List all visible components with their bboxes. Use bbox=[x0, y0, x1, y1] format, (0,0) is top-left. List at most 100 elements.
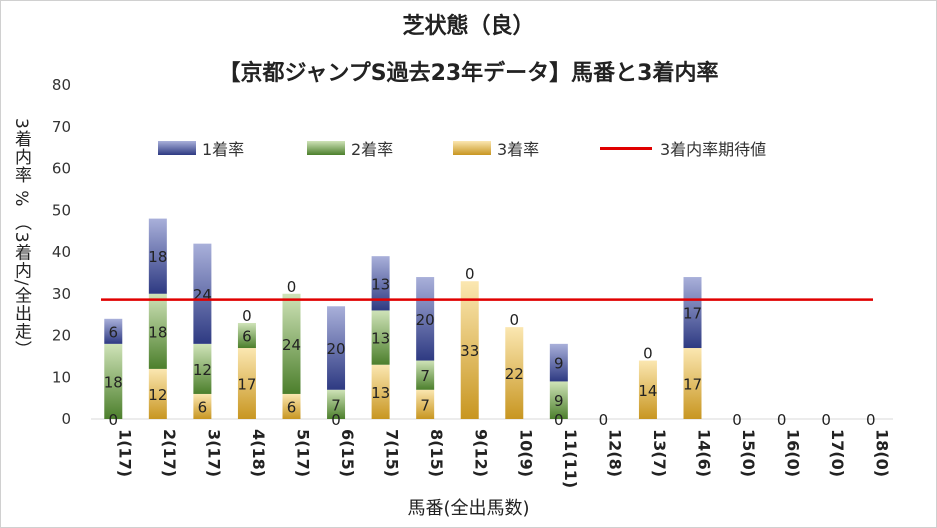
data-label-place3: 22 bbox=[505, 365, 524, 383]
y-tick-label: 40 bbox=[52, 243, 71, 261]
bar-place2 bbox=[193, 343, 212, 394]
y-tick-label: 80 bbox=[52, 76, 71, 94]
legend-item-expected: 3着内率期待値 bbox=[600, 137, 766, 159]
data-label-win: 24 bbox=[193, 286, 212, 304]
bar-place2 bbox=[148, 293, 167, 369]
legend-label-place2: 2着率 bbox=[351, 140, 394, 159]
bar-win bbox=[683, 277, 702, 349]
legend-swatch-place2 bbox=[307, 141, 345, 155]
bar-place3 bbox=[505, 327, 524, 419]
x-tick-label: 2(17) bbox=[160, 429, 179, 477]
x-tick-label: 18(0) bbox=[873, 429, 892, 477]
data-label-place2: 18 bbox=[104, 373, 123, 391]
bar-place3 bbox=[237, 348, 256, 419]
data-label-place2: 24 bbox=[282, 336, 301, 354]
x-axis-title: 馬番(全出馬数) bbox=[407, 498, 530, 519]
data-label-place3: 0 bbox=[331, 411, 341, 429]
legend-swatch-place3 bbox=[453, 141, 491, 155]
data-label-place3: 7 bbox=[420, 396, 430, 414]
bar-place3 bbox=[371, 364, 390, 419]
bar-place2 bbox=[416, 360, 435, 390]
data-label-win: 17 bbox=[683, 305, 702, 323]
data-label-place2: 7 bbox=[420, 367, 430, 385]
data-label-place3: 0 bbox=[821, 411, 831, 429]
data-label-place2: 6 bbox=[242, 328, 252, 346]
y-tick-label: 60 bbox=[52, 160, 71, 178]
bar-place2 bbox=[104, 343, 123, 419]
data-label-place3: 17 bbox=[237, 376, 256, 394]
bar-win bbox=[416, 277, 435, 361]
x-tick-label: 8(15) bbox=[427, 429, 446, 477]
legend-line-expected bbox=[600, 146, 652, 150]
data-label-place3: 0 bbox=[866, 411, 876, 429]
data-label-win: 18 bbox=[148, 248, 167, 266]
data-label-place3: 0 bbox=[777, 411, 787, 429]
bar-place2 bbox=[371, 310, 390, 365]
y-axis-title: 3着内率 % （3着内/全出走） bbox=[11, 118, 31, 359]
x-tick-label: 7(15) bbox=[383, 429, 402, 477]
bar-win bbox=[104, 318, 123, 344]
bar-win bbox=[549, 343, 568, 382]
x-tick-label: 16(0) bbox=[784, 429, 803, 477]
x-tick-label: 12(8) bbox=[605, 429, 624, 477]
data-label-place3: 14 bbox=[638, 382, 657, 400]
x-tick-label: 4(18) bbox=[249, 429, 268, 477]
bar-place2 bbox=[549, 381, 568, 419]
bar-place3 bbox=[148, 368, 167, 419]
data-label-place3: 0 bbox=[732, 411, 742, 429]
x-tick-label: 17(0) bbox=[828, 429, 847, 477]
data-label-win: 0 bbox=[242, 307, 252, 325]
data-label-place3: 13 bbox=[371, 384, 390, 402]
data-label-place3: 17 bbox=[683, 376, 702, 394]
bar-win bbox=[193, 243, 212, 344]
data-label-place2: 12 bbox=[193, 361, 212, 379]
y-tick-label: 50 bbox=[52, 201, 71, 219]
data-label-win: 6 bbox=[109, 323, 119, 341]
legend-swatch-win bbox=[158, 141, 196, 155]
data-label-win: 0 bbox=[510, 311, 520, 329]
data-label-place2: 18 bbox=[148, 323, 167, 341]
bar-place3 bbox=[460, 281, 479, 419]
x-tick-label: 10(9) bbox=[516, 429, 535, 477]
legend-item-place2: 2着率 bbox=[307, 137, 393, 159]
y-tick-label: 70 bbox=[52, 118, 71, 136]
data-label-place3: 33 bbox=[460, 342, 479, 360]
x-tick-label: 5(17) bbox=[294, 429, 313, 477]
y-tick-label: 20 bbox=[52, 327, 71, 345]
data-label-place3: 12 bbox=[148, 386, 167, 404]
data-label-win: 13 bbox=[371, 275, 390, 293]
data-label-win: 0 bbox=[465, 265, 475, 283]
bar-place3 bbox=[193, 393, 212, 419]
data-label-win: 0 bbox=[643, 345, 653, 363]
data-label-win: 20 bbox=[327, 340, 346, 358]
data-label-win: 20 bbox=[416, 311, 435, 329]
bar-win bbox=[327, 306, 346, 390]
legend-label-win: 1着率 bbox=[202, 140, 245, 159]
legend-item-place3: 3着率 bbox=[453, 137, 539, 159]
data-label-place2: 13 bbox=[371, 330, 390, 348]
data-label-win: 9 bbox=[554, 355, 564, 373]
data-label-place3: 0 bbox=[599, 411, 609, 429]
data-label-place3: 0 bbox=[554, 411, 564, 429]
bar-place3 bbox=[683, 348, 702, 419]
legend-item-win: 1着率 bbox=[158, 137, 244, 159]
bar-place3 bbox=[638, 360, 657, 419]
x-tick-label: 11(11) bbox=[561, 429, 580, 488]
y-tick-label: 30 bbox=[52, 285, 71, 303]
y-tick-label: 0 bbox=[61, 410, 71, 428]
bar-win bbox=[148, 218, 167, 294]
data-label-place3: 0 bbox=[109, 411, 119, 429]
x-tick-label: 9(12) bbox=[472, 429, 491, 477]
x-tick-label: 6(15) bbox=[338, 429, 357, 477]
data-label-place2: 7 bbox=[331, 396, 341, 414]
data-label-place3: 6 bbox=[198, 398, 208, 416]
bar-win bbox=[371, 256, 390, 311]
data-label-win: 0 bbox=[287, 278, 297, 296]
x-tick-label: 14(6) bbox=[695, 429, 714, 477]
legend-label-expected: 3着内率期待値 bbox=[660, 140, 767, 159]
legend-label-place3: 3着率 bbox=[497, 140, 540, 159]
bar-place2 bbox=[327, 389, 346, 419]
bar-place3 bbox=[282, 393, 301, 419]
chart-title: 芝状態（良） bbox=[402, 14, 535, 39]
